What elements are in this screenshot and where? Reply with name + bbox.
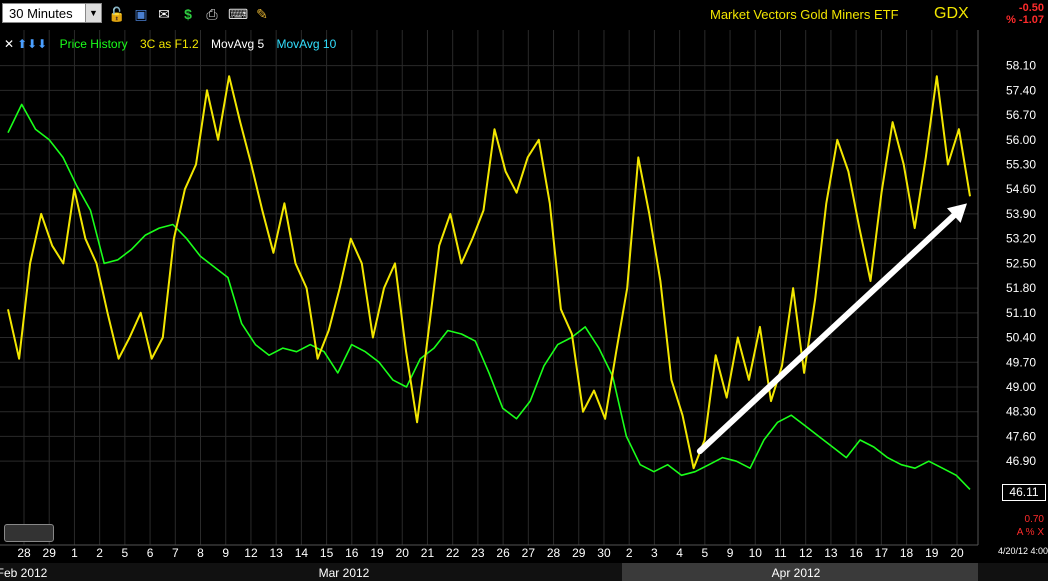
price-history-line (7, 103, 971, 490)
x-tick-label: 5 (122, 546, 129, 560)
axis-panel (978, 30, 1048, 545)
trend-arrow (696, 203, 967, 455)
y-tick-label: 47.60 (1006, 429, 1036, 443)
y-tick-label: 49.70 (1006, 355, 1036, 369)
x-tick-label: 29 (572, 546, 586, 560)
x-tick-label: 17 (875, 546, 889, 560)
corner-axis-label: A % X (1016, 527, 1044, 538)
legend: ✕ ⬆⬇⬇ Price History 3C as F1.2 MovAvg 5 M… (4, 37, 345, 51)
x-tick-label: 20 (396, 546, 410, 560)
dollar-icon[interactable]: $ (184, 6, 192, 22)
x-axis: 28 29 1 2 5 6 7 8 9 12 13 14 15 16 19 20 21 22 23 26 27 28 29 3… (0, 544, 978, 560)
x-tick-label: 29 (43, 546, 57, 560)
lock-icon[interactable]: 🔓 (108, 6, 126, 22)
y-tick-label: 56.00 (1006, 133, 1036, 147)
plot-background (0, 30, 1048, 581)
pencil-icon[interactable]: ✎ (256, 6, 268, 22)
save-icon[interactable]: ▣ (134, 6, 148, 22)
legend-arrows-icon[interactable]: ⬆⬇⬇ (17, 37, 48, 51)
price-change: -0.50 (1018, 2, 1044, 14)
trend-arrow-head (947, 203, 967, 223)
price-change-pct: % -1.07 (1006, 14, 1044, 26)
x-tick-label: 9 (727, 546, 734, 560)
x-tick-label: 28 (547, 546, 561, 560)
legend-price-history[interactable]: Price History (59, 37, 128, 51)
x-tick-label: 2 (96, 546, 103, 560)
grid (0, 30, 978, 545)
x-tick-label: 26 (496, 546, 510, 560)
x-tick-label: 14 (295, 546, 309, 560)
x-tick-label: 7 (172, 546, 179, 560)
y-tick-label: 46.90 (1006, 454, 1036, 468)
month-label: Apr 2012 (772, 566, 821, 580)
toolbar: 30 Minutes ▼ 🔓 ▣ ✉ $ ⎙ ⌨ ✎ Market Vector… (0, 0, 1048, 30)
series-layer (7, 75, 971, 490)
corner-value: 0.70 (1024, 514, 1044, 525)
print-icon[interactable]: ⎙ (206, 6, 218, 22)
keyboard-icon[interactable]: ⌨ (228, 6, 249, 22)
chevron-down-icon[interactable]: ▼ (85, 4, 101, 22)
x-tick-label: 23 (471, 546, 485, 560)
trend-arrow-shaft (696, 212, 957, 455)
date-stamp: 4/20/12 4:00 (997, 546, 1048, 556)
legend-close-icon[interactable]: ✕ (4, 37, 15, 51)
legend-movavg-10[interactable]: MovAvg 10 (276, 37, 337, 51)
x-tick-label: 4 (676, 546, 683, 560)
y-tick-label: 49.00 (1006, 380, 1036, 394)
y-tick-label: 48.30 (1006, 405, 1036, 419)
x-tick-label: 15 (320, 546, 334, 560)
ticker-symbol: GDX (934, 5, 969, 22)
month-label: Feb 2012 (0, 566, 48, 580)
x-tick-label: 8 (197, 546, 204, 560)
month-labels: Feb 2012 Mar 2012 Apr 2012 (0, 566, 821, 580)
y-tick-label: 55.30 (1006, 157, 1036, 171)
email-icon[interactable]: ✉ (158, 6, 170, 22)
x-tick-label: 22 (446, 546, 460, 560)
chart-title: Market Vectors Gold Miners ETF (710, 7, 899, 22)
x-tick-label: 3 (651, 546, 658, 560)
y-tick-label: 52.50 (1006, 256, 1036, 270)
month-highlight-apr (622, 563, 978, 581)
x-tick-label: 19 (925, 546, 939, 560)
y-tick-label: 53.90 (1006, 207, 1036, 221)
x-tick-label: 16 (345, 546, 359, 560)
x-tick-label: 13 (269, 546, 283, 560)
x-tick-label: 6 (147, 546, 154, 560)
x-tick-label: 21 (421, 546, 435, 560)
current-price-label: 46.11 (1002, 484, 1046, 501)
x-tick-label: 12 (799, 546, 813, 560)
timeframe-select[interactable]: 30 Minutes ▼ (2, 3, 102, 23)
legend-movavg-5[interactable]: MovAvg 5 (210, 37, 265, 51)
x-tick-label: 20 (950, 546, 964, 560)
x-tick-label: 5 (701, 546, 708, 560)
x-tick-label: 19 (370, 546, 384, 560)
y-tick-label: 57.40 (1006, 83, 1036, 97)
chart-scroll-handle[interactable] (4, 524, 54, 542)
x-tick-label: 1 (71, 546, 78, 560)
y-tick-label: 50.40 (1006, 331, 1036, 345)
indicator-3c-line (7, 75, 971, 470)
x-tick-label: 16 (849, 546, 863, 560)
x-tick-label: 18 (900, 546, 914, 560)
y-tick-label: 56.70 (1006, 108, 1036, 122)
x-tick-label: 30 (597, 546, 611, 560)
y-axis: 58.10 57.40 56.70 56.00 55.30 54.60 53.90 53.20… (977, 30, 1036, 545)
y-tick-label: 58.10 (1006, 59, 1036, 73)
y-tick-label: 54.60 (1006, 182, 1036, 196)
x-tick-label: 2 (626, 546, 633, 560)
x-tick-label: 13 (824, 546, 838, 560)
x-tick-label: 10 (749, 546, 763, 560)
x-tick-label: 27 (522, 546, 536, 560)
month-label: Mar 2012 (319, 566, 370, 580)
y-tick-label: 51.80 (1006, 281, 1036, 295)
legend-3c[interactable]: 3C as F1.2 (139, 37, 199, 51)
timeframe-value: 30 Minutes (9, 6, 73, 21)
y-tick-label: 51.10 (1006, 306, 1036, 320)
y-tick-label: 53.20 (1006, 232, 1036, 246)
x-tick-label: 9 (222, 546, 229, 560)
x-tick-label: 12 (244, 546, 258, 560)
x-tick-label: 11 (774, 546, 787, 560)
x-tick-label: 28 (17, 546, 31, 560)
